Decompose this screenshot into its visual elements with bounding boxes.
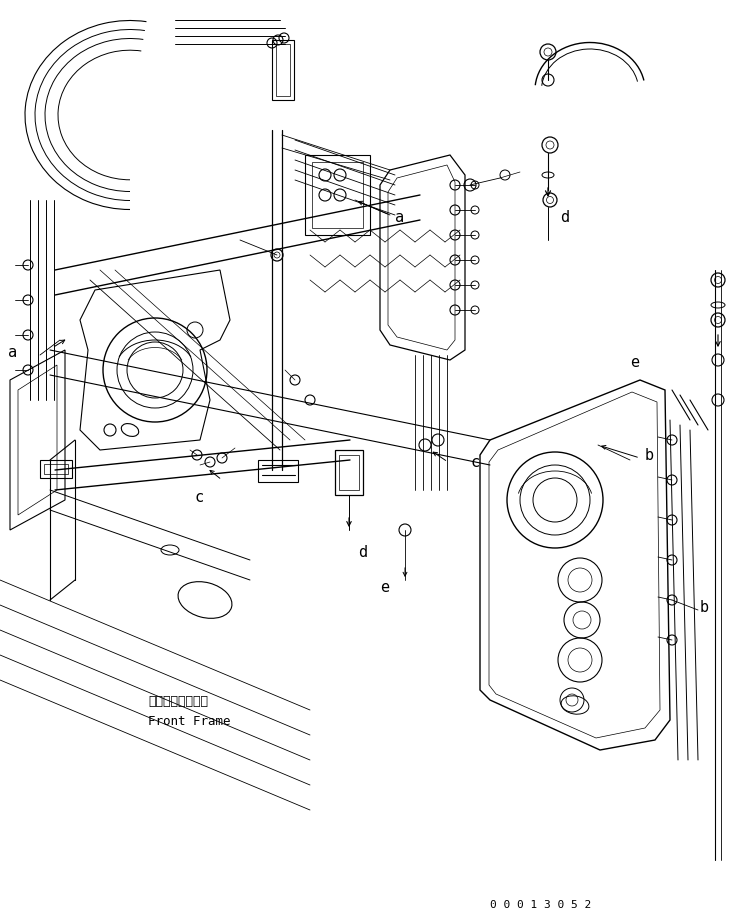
Text: Front Frame: Front Frame — [148, 715, 231, 728]
Bar — [44, 464, 68, 474]
Bar — [335, 450, 363, 495]
Text: b: b — [700, 600, 709, 615]
Text: d: d — [358, 545, 367, 560]
Text: c: c — [195, 490, 204, 505]
Text: d: d — [560, 210, 569, 225]
Bar — [258, 460, 298, 482]
Text: a: a — [395, 210, 404, 225]
Text: e: e — [380, 580, 389, 595]
Text: b: b — [645, 448, 654, 463]
Bar — [40, 460, 72, 478]
Text: a: a — [8, 345, 17, 360]
Bar — [276, 44, 290, 96]
Bar — [272, 40, 294, 100]
Text: e: e — [630, 355, 639, 370]
Text: フロントフレーム: フロントフレーム — [148, 695, 208, 708]
Text: c: c — [470, 455, 479, 470]
Text: 0 0 0 1 3 0 5 2: 0 0 0 1 3 0 5 2 — [490, 900, 591, 910]
Bar — [339, 455, 359, 490]
